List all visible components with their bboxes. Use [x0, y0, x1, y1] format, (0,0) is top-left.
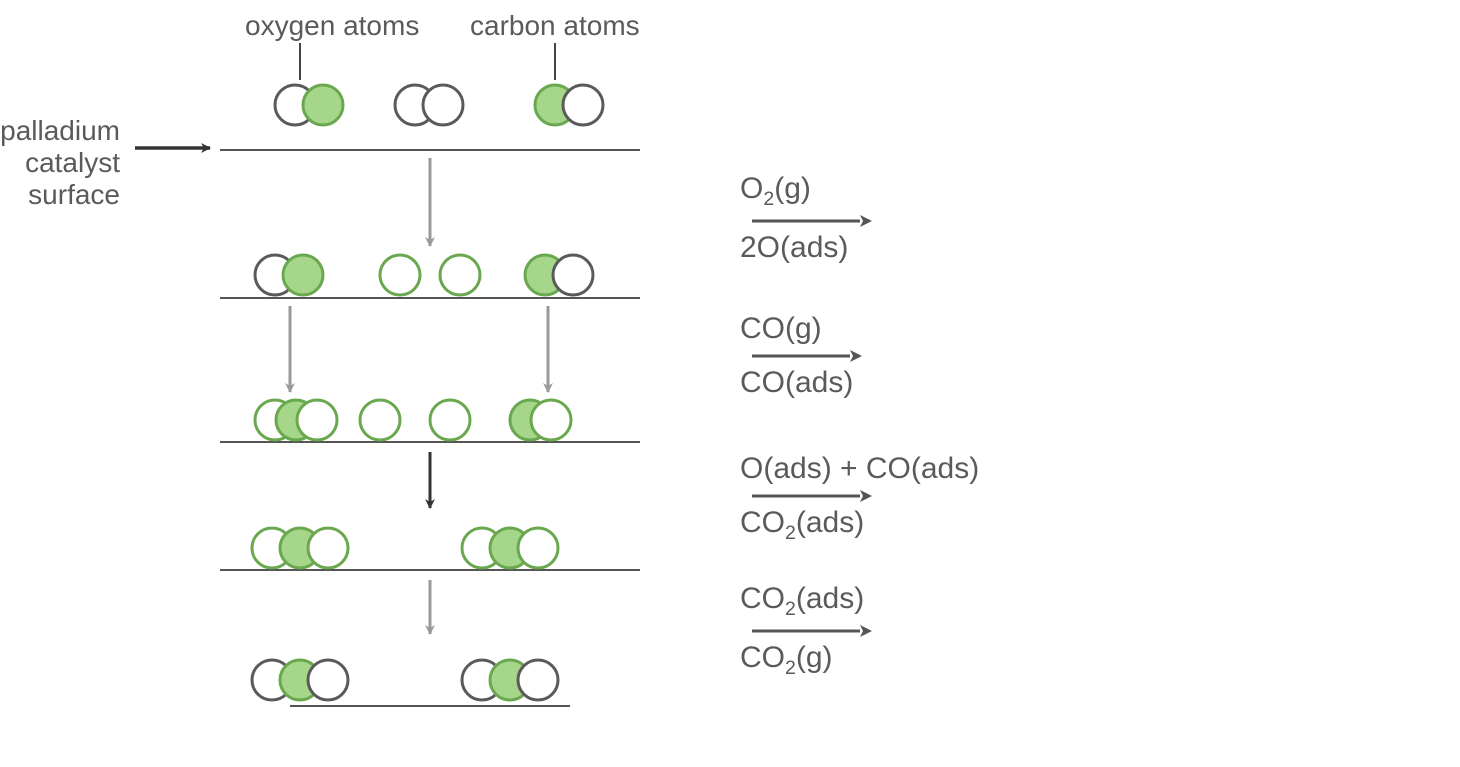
label-palladium-catalyst-surface: palladiumcatalystsurface	[0, 115, 120, 211]
label-oxygen-atoms: oxygen atoms	[245, 10, 419, 42]
equation-4: CO2(ads)CO2(g)	[740, 582, 884, 680]
equation-3: O(ads) + CO(ads)CO2(ads)	[740, 452, 979, 545]
equation-2: CO(g)CO(ads)	[740, 312, 874, 400]
diagram-svg	[0, 0, 1460, 767]
equation-1: O2(g)2O(ads)	[740, 172, 884, 265]
label-carbon-atoms: carbon atoms	[470, 10, 640, 42]
